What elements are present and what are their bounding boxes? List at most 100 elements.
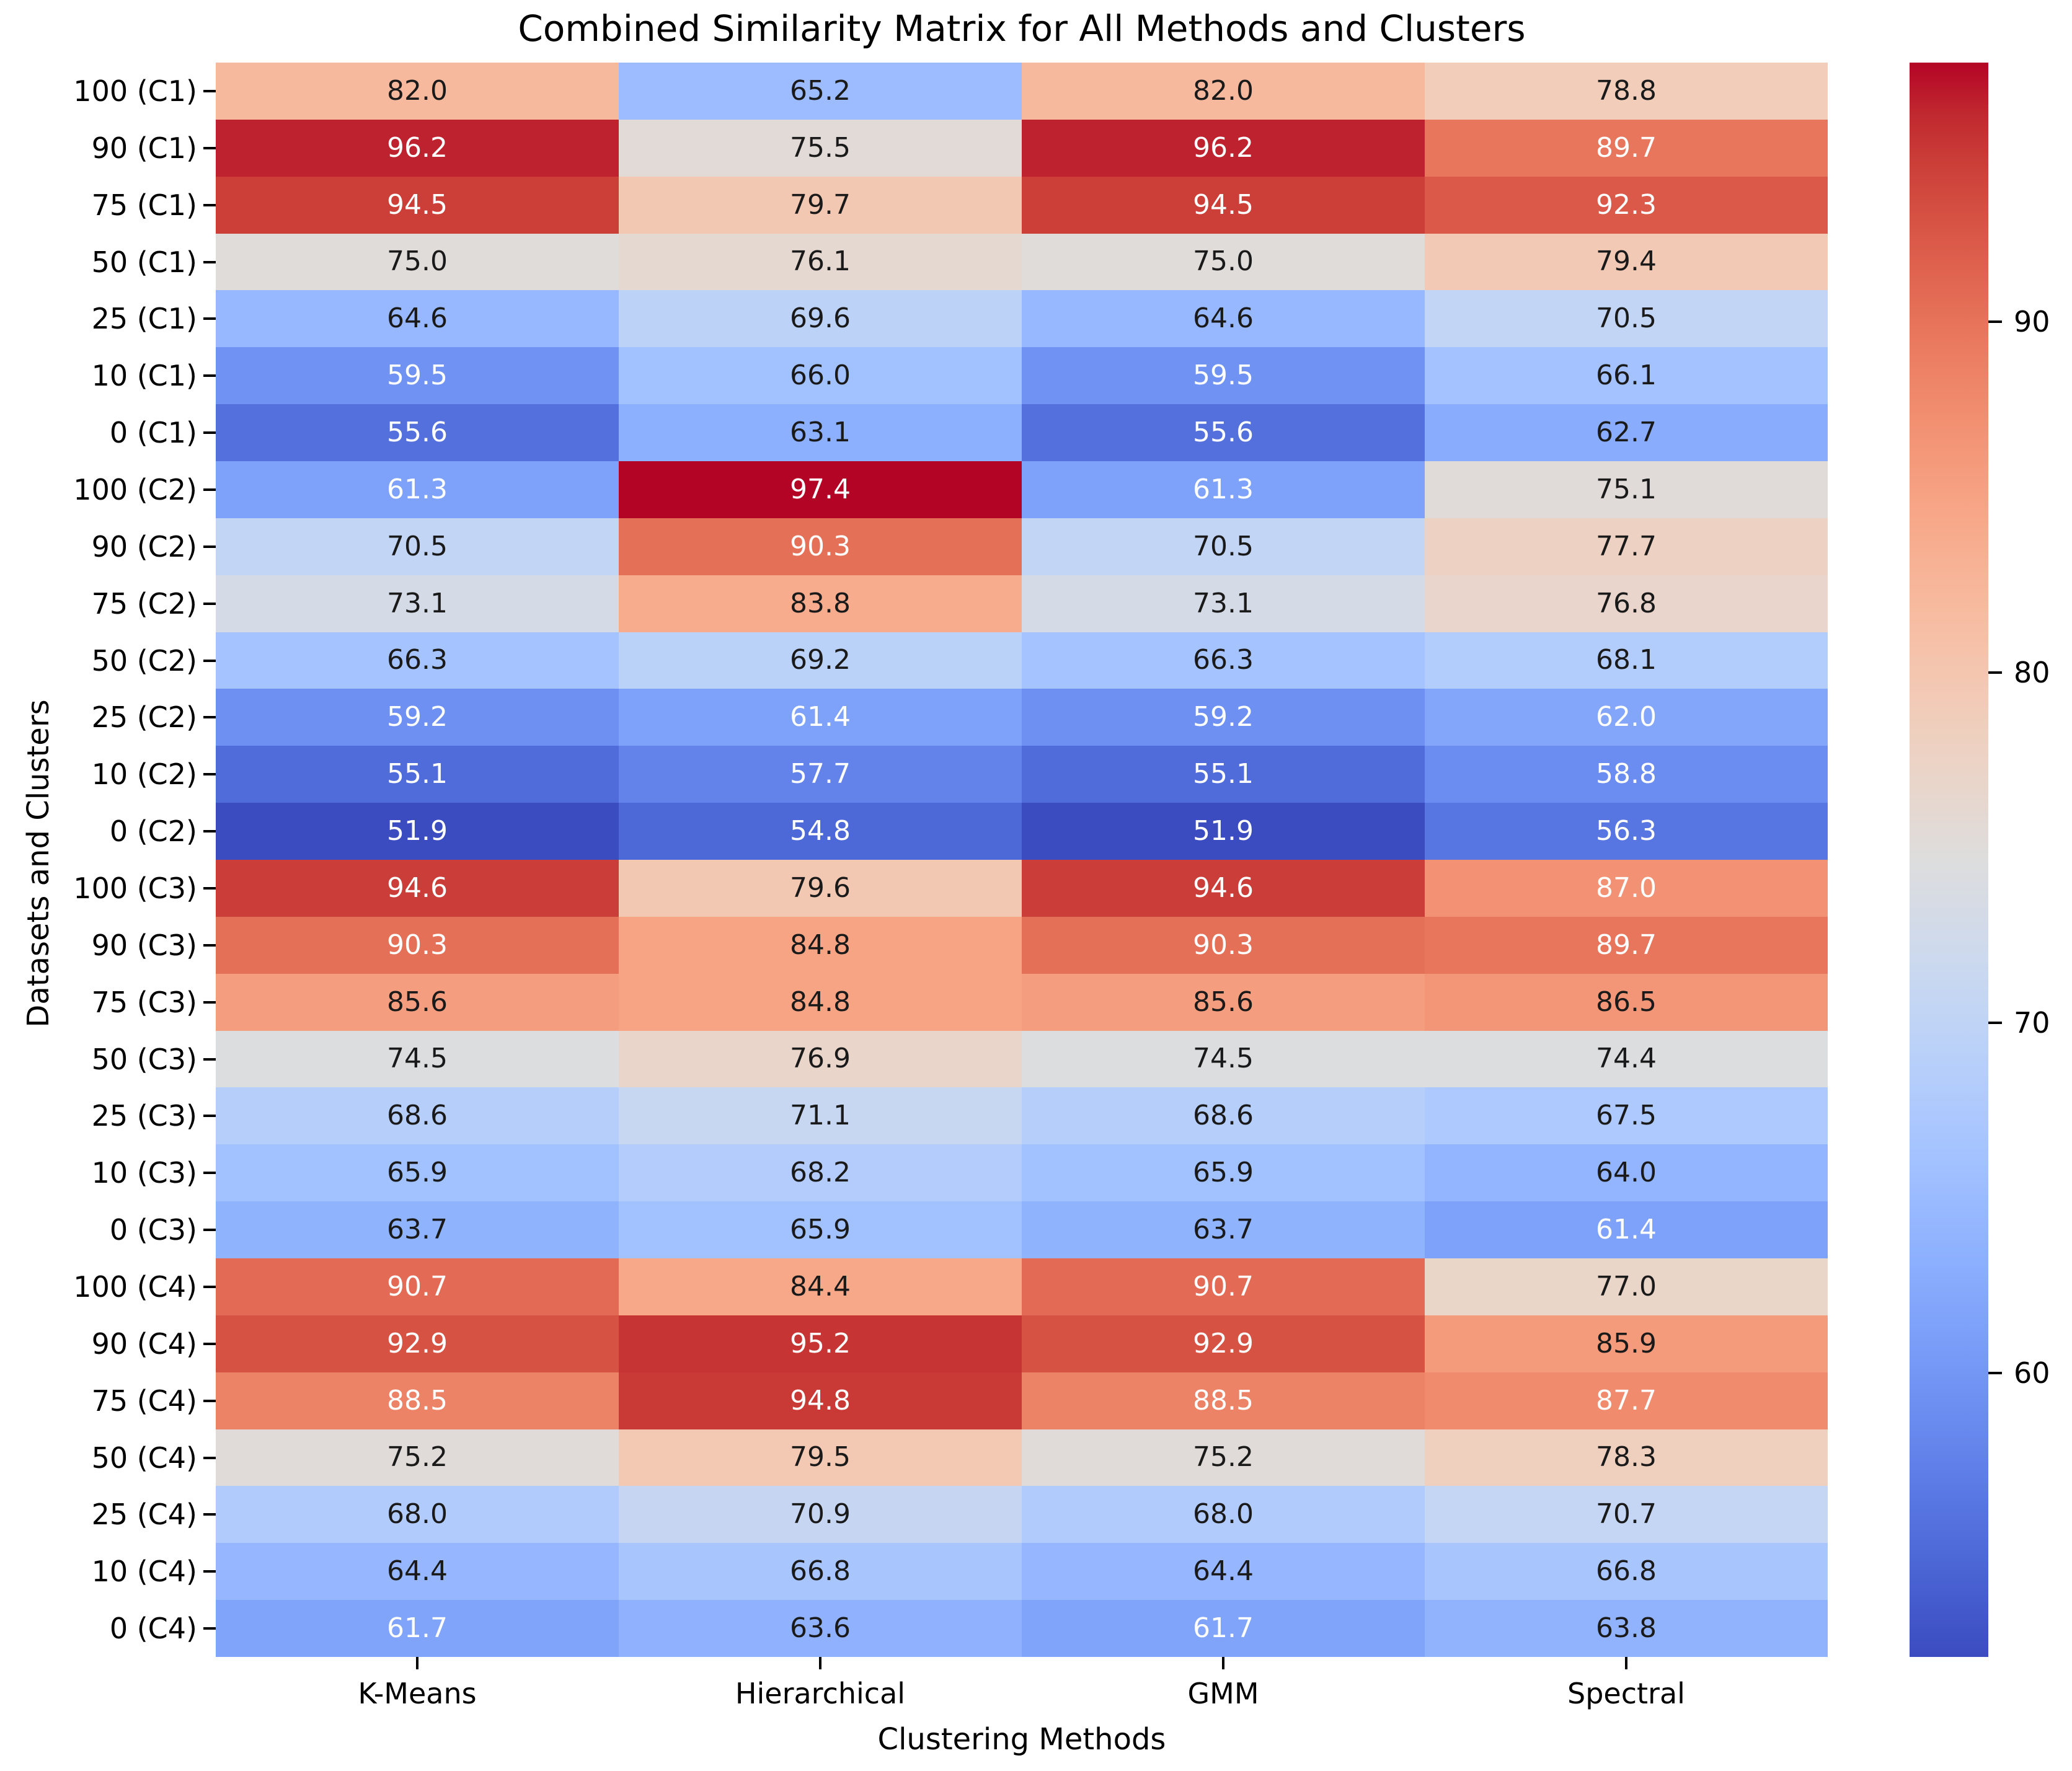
heatmap-cell: 59.5 — [1022, 347, 1425, 405]
heatmap-cell: 89.7 — [1425, 916, 1828, 974]
y-tick-mark — [203, 146, 216, 149]
heatmap-cell: 62.7 — [1425, 404, 1828, 461]
cell-value: 92.9 — [387, 1327, 448, 1359]
y-tick-label: 10 (C2) — [91, 757, 197, 792]
cell-value: 76.1 — [790, 245, 851, 278]
x-tick-mark — [1625, 1657, 1627, 1669]
cell-value: 76.9 — [790, 1043, 851, 1075]
cell-value: 70.5 — [1596, 303, 1657, 335]
y-tick-label: 90 (C2) — [91, 529, 197, 563]
cell-value: 70.5 — [387, 530, 448, 562]
heatmap-cell: 71.1 — [619, 1087, 1022, 1145]
heatmap-cell: 94.8 — [619, 1372, 1022, 1429]
cell-value: 59.2 — [1193, 701, 1254, 733]
heatmap-cell: 94.6 — [216, 859, 619, 917]
y-tick-mark — [203, 773, 216, 776]
cell-value: 79.5 — [790, 1441, 851, 1473]
cell-value: 55.6 — [387, 417, 448, 449]
y-tick-mark — [203, 1456, 216, 1459]
cell-value: 66.0 — [790, 360, 851, 392]
y-tick-label: 100 (C1) — [73, 74, 197, 108]
heatmap-cell: 65.9 — [1022, 1144, 1425, 1202]
cell-value: 61.3 — [1193, 473, 1254, 505]
heatmap-cell: 94.5 — [216, 176, 619, 234]
cell-value: 62.0 — [1596, 701, 1657, 733]
y-tick-label: 0 (C4) — [109, 1612, 197, 1646]
heatmap-cell: 90.7 — [216, 1258, 619, 1315]
cell-value: 75.2 — [1193, 1441, 1254, 1473]
cell-value: 75.2 — [387, 1441, 448, 1473]
cell-value: 56.3 — [1596, 815, 1657, 847]
heatmap-cell: 68.6 — [216, 1087, 619, 1145]
cell-value: 74.4 — [1596, 1043, 1657, 1075]
cell-value: 84.8 — [790, 986, 851, 1018]
heatmap-cell: 74.4 — [1425, 1030, 1828, 1088]
cell-value: 85.9 — [1596, 1327, 1657, 1359]
heatmap-cell: 64.4 — [216, 1543, 619, 1601]
cell-value: 82.0 — [387, 74, 448, 107]
heatmap-cell: 97.4 — [619, 461, 1022, 518]
cell-value: 90.3 — [387, 929, 448, 961]
heatmap-cell: 57.7 — [619, 746, 1022, 803]
cell-value: 61.4 — [790, 701, 851, 733]
heatmap-cell: 68.2 — [619, 1144, 1022, 1202]
cell-value: 95.2 — [790, 1327, 851, 1359]
heatmap-cell: 64.6 — [1022, 290, 1425, 348]
heatmap-cell: 85.6 — [216, 973, 619, 1031]
y-tick-label: 25 (C1) — [91, 302, 197, 336]
cell-value: 96.2 — [1193, 131, 1254, 164]
cell-value: 55.6 — [1193, 417, 1254, 449]
cell-value: 77.0 — [1596, 1270, 1657, 1302]
cell-value: 54.8 — [790, 815, 851, 847]
y-tick-label: 25 (C2) — [91, 700, 197, 735]
cell-value: 74.5 — [1193, 1043, 1254, 1075]
y-tick-label: 50 (C4) — [91, 1441, 197, 1475]
heatmap-cell: 66.1 — [1425, 347, 1828, 405]
cell-value: 68.0 — [1193, 1498, 1254, 1530]
cell-value: 73.1 — [387, 587, 448, 619]
heatmap-cell: 90.3 — [619, 518, 1022, 575]
cell-value: 78.3 — [1596, 1441, 1657, 1473]
x-tick-mark — [1222, 1657, 1224, 1669]
cell-value: 79.7 — [790, 188, 851, 221]
y-tick-mark — [203, 602, 216, 605]
y-tick-mark — [203, 1285, 216, 1288]
heatmap-cell: 90.3 — [216, 916, 619, 974]
cell-value: 69.2 — [790, 644, 851, 676]
y-tick-mark — [203, 1229, 216, 1232]
heatmap-cell: 86.5 — [1425, 973, 1828, 1031]
heatmap-cell: 77.0 — [1425, 1258, 1828, 1315]
heatmap-cell: 83.8 — [619, 575, 1022, 632]
heatmap-cell: 61.7 — [216, 1600, 619, 1657]
heatmap-cell: 75.2 — [216, 1429, 619, 1486]
cell-value: 94.8 — [790, 1384, 851, 1416]
cell-value: 90.7 — [387, 1270, 448, 1302]
cell-value: 97.4 — [790, 473, 851, 505]
colorbar-tick-mark — [1988, 671, 2002, 674]
heatmap-cell: 74.5 — [1022, 1030, 1425, 1088]
heatmap-cell: 76.8 — [1425, 575, 1828, 632]
y-tick-label: 100 (C3) — [73, 871, 197, 905]
heatmap-cell: 65.9 — [619, 1201, 1022, 1258]
heatmap-cell: 70.5 — [216, 518, 619, 575]
heatmap-cell: 70.5 — [1425, 290, 1828, 348]
heatmap-cell: 59.5 — [216, 347, 619, 405]
cell-value: 57.7 — [790, 758, 851, 790]
cell-value: 77.7 — [1596, 530, 1657, 562]
heatmap-cell: 59.2 — [216, 689, 619, 746]
colorbar-tick-mark — [1988, 1021, 2002, 1024]
heatmap-cell: 66.3 — [216, 632, 619, 689]
y-tick-mark — [203, 830, 216, 833]
heatmap-cell: 84.4 — [619, 1258, 1022, 1315]
heatmap-cell: 76.9 — [619, 1030, 1022, 1088]
heatmap-cell: 66.3 — [1022, 632, 1425, 689]
heatmap-cell: 65.2 — [619, 63, 1022, 120]
heatmap-cell: 58.8 — [1425, 746, 1828, 803]
cell-value: 68.2 — [790, 1157, 851, 1189]
heatmap-cell: 61.7 — [1022, 1600, 1425, 1657]
y-tick-mark — [203, 1058, 216, 1061]
y-tick-label: 75 (C4) — [91, 1384, 197, 1418]
heatmap-cell: 85.9 — [1425, 1315, 1828, 1372]
heatmap-cell: 62.0 — [1425, 689, 1828, 746]
